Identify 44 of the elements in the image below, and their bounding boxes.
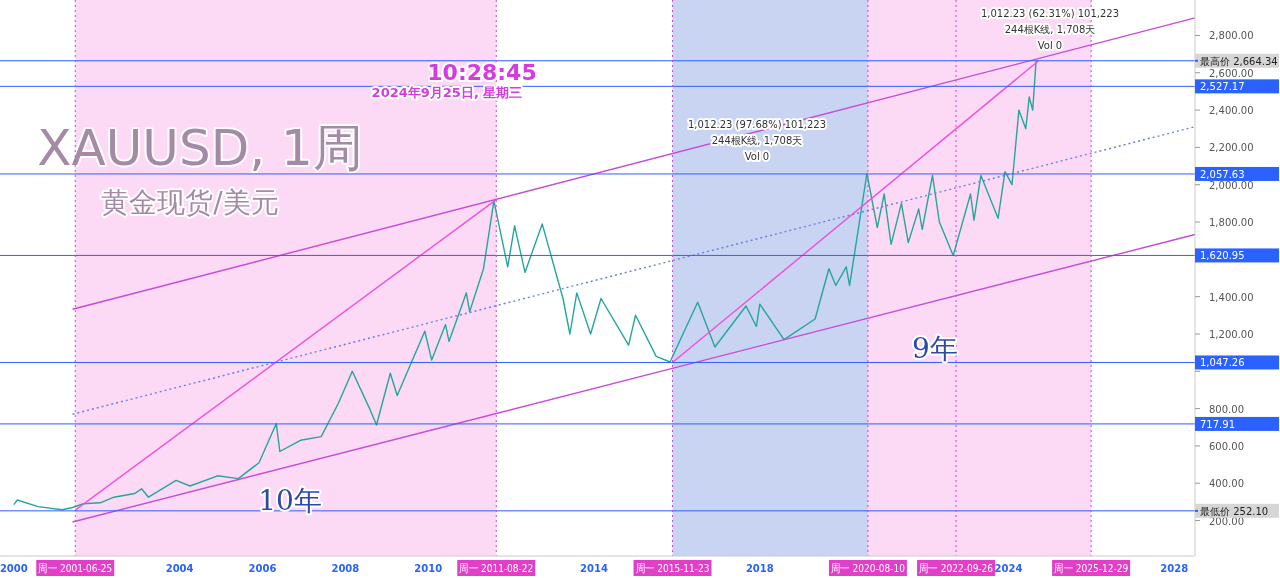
ref-line-label: 周一 2025-12-29 <box>1054 562 1141 574</box>
y-tick-label: 600.00 <box>1209 440 1244 452</box>
x-tick-label: 2018 <box>745 563 774 574</box>
annotation: 10:28:45 <box>427 60 537 85</box>
x-tick-label: 2008 <box>331 563 360 574</box>
y-tick-label: 2,600.00 <box>1209 67 1254 79</box>
ref-line-label: 最高价 2,664.34 <box>1200 55 1278 67</box>
x-tick-label: 2024 <box>994 563 1023 574</box>
x-tick-label: 2010 <box>414 563 443 574</box>
x-tick-label: 2006 <box>248 563 277 574</box>
annotation: 10年 <box>258 484 322 517</box>
annotation: Vol 0 <box>744 151 770 162</box>
ref-line-label: 1,047.26 <box>1200 357 1245 369</box>
annotation: 1,012.23 (97.68%) 101,223 <box>687 119 827 130</box>
ref-line-label: 2,527.17 <box>1200 81 1245 93</box>
y-tick-label: 200.00 <box>1209 515 1244 527</box>
annotation: 1,012.23 (62.31%) 101,223 <box>980 8 1120 19</box>
text: 黄金现货/美元 <box>101 186 279 219</box>
y-tick-label: 1,400.00 <box>1209 291 1254 303</box>
ref-line-label: 1,620.95 <box>1200 250 1245 262</box>
y-tick-label: 1,800.00 <box>1209 217 1254 229</box>
ref-line-label: 周一 2020-08-10 <box>830 562 918 574</box>
x-tick-label: 2000 <box>0 563 28 574</box>
ref-line-label: 717.91 <box>1200 418 1235 430</box>
y-tick-label: 2,000.00 <box>1209 179 1254 191</box>
y-tick-label: 2,200.00 <box>1209 142 1254 154</box>
ref-line-label: 2,057.63 <box>1200 168 1245 180</box>
y-tick-label: 2,800.00 <box>1209 30 1254 42</box>
text: XAUUSD, 1周 <box>37 119 363 177</box>
x-tick-label: 2004 <box>165 563 194 574</box>
y-tick-label: 2,400.00 <box>1209 105 1254 117</box>
annotation: 2024年9月25日, 星期三 <box>371 85 523 100</box>
ref-line-label: 最低价 252.10 <box>1200 505 1269 517</box>
x-tick-label: 2014 <box>580 563 608 574</box>
y-tick-label: 800.00 <box>1209 403 1244 415</box>
ref-line-label: 周一 2015-11-23 <box>635 562 722 574</box>
annotation: 9年 <box>912 332 958 365</box>
ref-line-label: 周一 2011-08-22 <box>459 562 546 574</box>
ref-line-label: 周一 2001-06-25 <box>38 562 125 574</box>
y-tick-label: 1,200.00 <box>1209 328 1254 340</box>
y-tick-label: 400.00 <box>1209 478 1244 490</box>
annotation: Vol 0 <box>1037 40 1063 51</box>
x-tick-label: 2028 <box>1160 563 1189 574</box>
annotation: 244根K线, 1,708天 <box>1004 24 1096 35</box>
